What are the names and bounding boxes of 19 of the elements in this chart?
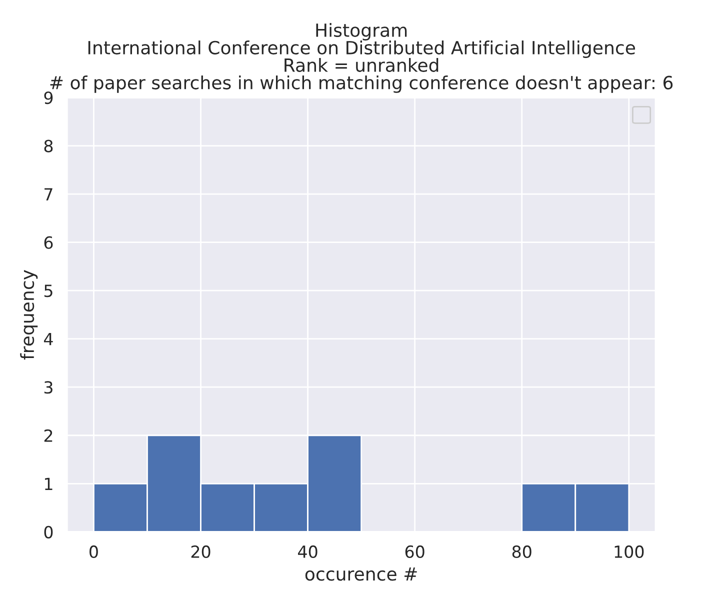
y-tick-label: 9 — [44, 91, 53, 104]
x-tick-label: 100 — [614, 545, 644, 558]
y-tick-label: 0 — [44, 526, 53, 538]
x-tick-label: 40 — [298, 545, 318, 558]
y-tick-label: 4 — [44, 333, 53, 346]
x-tick-label: 0 — [90, 545, 98, 558]
y-tick-label: 8 — [44, 140, 53, 152]
y-tick-label: 7 — [44, 188, 52, 200]
chart-title: Histogram International Conference on Distributed Artificial Intelligence Rank = unranked # of paper searches in which matching conference doesn't appear: 6 — [50, 23, 673, 93]
y-axis-title: frequency — [20, 270, 38, 360]
y-tick-label: 2 — [44, 429, 52, 442]
y-tick-label: 6 — [44, 236, 53, 249]
y-tick-label: 1 — [45, 478, 52, 490]
y-tick-label: 3 — [44, 381, 52, 394]
x-tick-label: 80 — [512, 545, 532, 558]
x-tick-label: 60 — [405, 545, 424, 558]
y-tick-label: 5 — [44, 284, 52, 298]
x-tick-label: 20 — [191, 545, 210, 558]
x-axis-title: occurence # — [305, 568, 417, 581]
